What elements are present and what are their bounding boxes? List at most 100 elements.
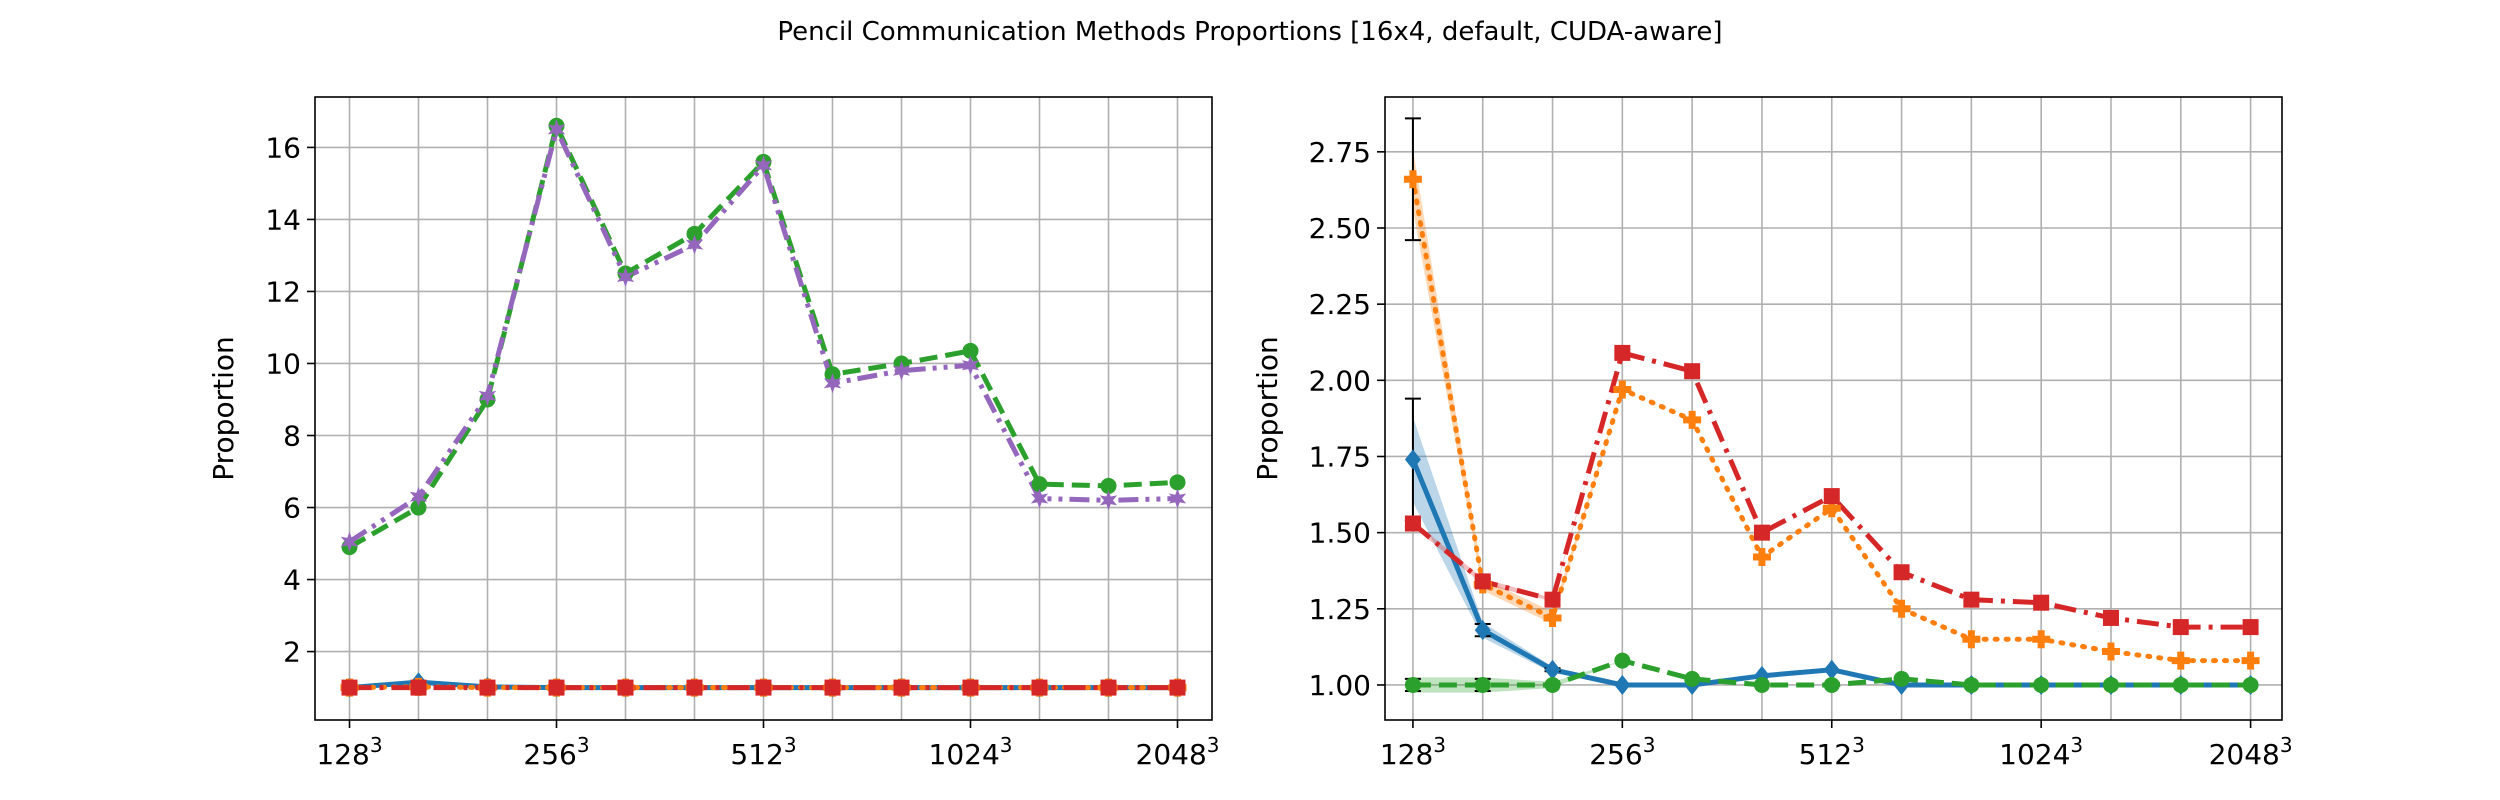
data-point [617, 679, 634, 696]
data-point [340, 531, 359, 552]
data-point [1753, 676, 1770, 693]
data-point [547, 119, 566, 140]
data-point [1168, 488, 1187, 509]
data-point [2242, 619, 2259, 636]
y-tick-label: 2.75 [1309, 136, 1371, 169]
x-tick-label: 10243 [929, 733, 1013, 771]
confidence-band [1412, 416, 1623, 685]
y-tick-label: 1.00 [1309, 669, 1371, 702]
data-point [1823, 659, 1840, 680]
data-point [823, 373, 842, 394]
data-point [1823, 488, 1840, 505]
data-point [1892, 599, 1911, 618]
data-point [479, 679, 496, 696]
left-chart-panel: 2 4 6 8 10 12 14 16 1283 2563 5123 10243 20483 Propor… [207, 96, 1220, 771]
data-point [616, 267, 635, 288]
data-point [1963, 676, 1980, 693]
x-tick-label: 5123 [1799, 733, 1865, 771]
y-tick-label: 1.50 [1309, 517, 1371, 550]
data-point [754, 155, 773, 176]
data-point [2102, 676, 2119, 693]
data-point [686, 679, 703, 696]
data-point [1031, 679, 1048, 696]
data-point [1404, 449, 1421, 470]
data-point [1100, 679, 1117, 696]
data-point [961, 355, 980, 376]
confidence-band [1412, 352, 1623, 602]
data-point [1823, 676, 1840, 693]
data-point [2032, 630, 2051, 649]
data-point [1099, 490, 1118, 511]
x-tick-label: 20483 [2209, 733, 2293, 771]
y-tick-label: 6 [283, 492, 301, 525]
data-point [1613, 380, 1632, 399]
y-axis-label: Proportion [207, 336, 240, 480]
y-tick-label: 2.00 [1309, 364, 1371, 397]
data-point [1474, 573, 1491, 590]
data-point [409, 486, 428, 507]
data-point [2033, 676, 2050, 693]
data-point [1169, 679, 1186, 696]
x-tick-label: 5123 [730, 733, 796, 771]
data-point [1543, 608, 1562, 627]
figure-title: Pencil Communication Methods Proportions… [777, 17, 1722, 47]
data-point [1403, 170, 1422, 189]
data-point [1684, 670, 1701, 687]
data-point [478, 385, 497, 406]
data-point [2242, 676, 2259, 693]
y-tick-label: 10 [265, 347, 301, 380]
data-point [1753, 524, 1770, 541]
data-point [410, 679, 427, 696]
y-tick-label: 8 [283, 420, 301, 453]
data-point [893, 679, 910, 696]
data-point [1404, 676, 1421, 693]
data-point [1169, 474, 1186, 491]
data-point [1031, 476, 1048, 493]
data-point [1963, 591, 1980, 608]
data-point [686, 225, 703, 242]
y-tick-label: 16 [265, 131, 301, 164]
y-tick-label: 2.50 [1309, 212, 1371, 245]
data-point [1684, 363, 1701, 380]
data-point [2033, 594, 2050, 611]
y-tick-label: 4 [283, 564, 301, 597]
data-point [1474, 676, 1491, 693]
data-point [892, 360, 911, 381]
data-point [548, 679, 565, 696]
data-point [1614, 674, 1631, 695]
data-point [410, 499, 427, 516]
data-point [2101, 642, 2120, 661]
data-point [1614, 652, 1631, 669]
data-point [2241, 651, 2260, 670]
data-point [1030, 488, 1049, 509]
data-point [2171, 651, 2190, 670]
data-point [1474, 620, 1491, 641]
y-tick-label: 2 [283, 636, 301, 669]
data-point [685, 234, 704, 255]
data-point [962, 679, 979, 696]
right-chart-panel: 1.00 1.25 1.50 1.75 2.00 2.25 2.50 2.75 1283 2563… [1251, 96, 2293, 771]
x-tick-label: 1283 [1380, 733, 1446, 771]
x-tick-label: 20483 [1136, 733, 1220, 771]
x-tick-label: 1283 [316, 733, 382, 771]
x-tick-label: 10243 [1999, 733, 2083, 771]
data-point [1893, 564, 1910, 581]
y-tick-label: 12 [265, 275, 301, 308]
x-tick-label: 2563 [523, 733, 589, 771]
data-point [1614, 344, 1631, 361]
data-point [1893, 670, 1910, 687]
data-point [1100, 477, 1117, 494]
data-point [1404, 515, 1421, 532]
data-point [2172, 676, 2189, 693]
data-point [1544, 591, 1561, 608]
x-tick-label: 2563 [1589, 733, 1655, 771]
data-point [1962, 630, 1981, 649]
data-point [1752, 548, 1771, 567]
data-point [1544, 676, 1561, 693]
data-point [1822, 499, 1841, 518]
data-point [1544, 659, 1561, 680]
y-tick-label: 1.25 [1309, 593, 1371, 626]
data-point [824, 679, 841, 696]
y-tick-label: 1.75 [1309, 440, 1371, 473]
